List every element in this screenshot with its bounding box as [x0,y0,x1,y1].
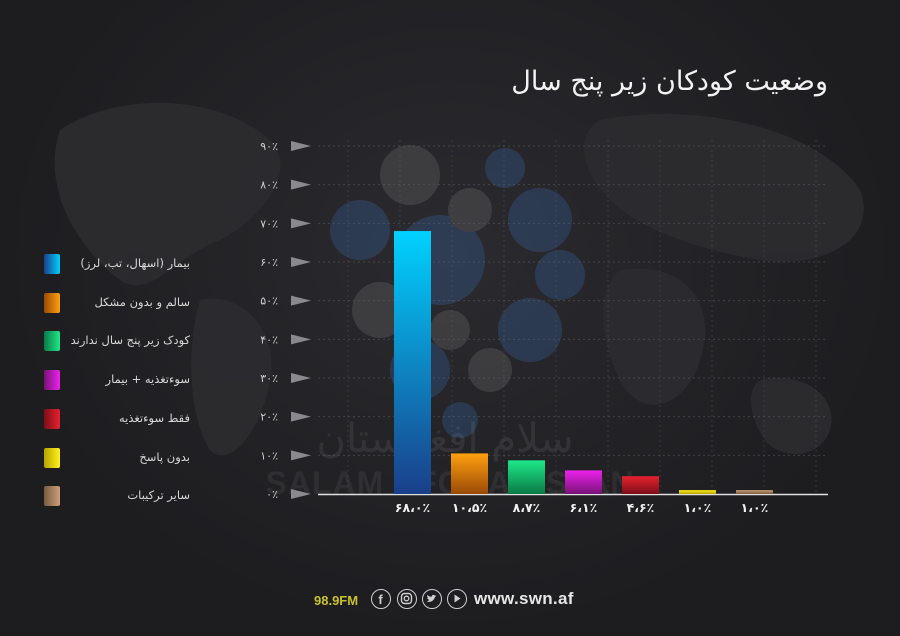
y-tick-label: ۲۰٪ [260,411,278,424]
y-tick-arrow [291,179,311,190]
legend-item: سالم و بدون مشکل [40,292,200,313]
y-tick-arrow [291,489,311,499]
bar [736,490,773,494]
facebook-icon[interactable]: f [371,589,391,609]
svg-text:f: f [378,592,383,607]
legend-label: بدون پاسخ [139,449,190,464]
legend-label: فقط سوءتغذیه [118,410,190,425]
legend-label: سالم و بدون مشکل [94,294,190,309]
website-link[interactable]: www.swn.af [474,589,574,608]
y-tick-label: ۹۰٪ [260,140,278,153]
bar [679,490,716,494]
legend-label: بیمار (اسهال، تب، لرز) [80,256,190,270]
y-tick-label: ۵۰٪ [260,295,278,308]
y-tick-label: ۸۰٪ [260,179,278,192]
data-label: ۴،۶٪ [627,500,655,515]
watermark-persian: سلام افغانستان [316,416,573,462]
data-label: ۱،۰٪ [684,500,712,515]
footer: 98.9FM f www.swn.af [0,588,900,612]
legend-item: فقط سوءتغذیه [40,408,200,429]
legend-label: سوءتغذیه + بیمار [105,372,190,387]
legend-item: بدون پاسخ [40,447,200,468]
legend-swatch [44,370,60,391]
y-tick-label: ۱۰٪ [260,449,278,462]
legend-item: بیمار (اسهال، تب، لرز) [40,254,200,274]
instagram-icon[interactable] [397,589,417,609]
bar [394,231,431,495]
legend-swatch [44,331,60,352]
y-tick-label: ۰٪ [266,488,278,501]
data-label: ۱۰،۵٪ [452,500,487,515]
legend-label: کودک زیر پنج سال ندارند [70,333,190,348]
twitter-icon[interactable] [422,589,442,609]
legend-swatch [44,254,60,274]
bar [622,476,659,494]
data-label: ۱،۰٪ [741,500,769,515]
y-tick-arrow [291,334,311,345]
y-tick-arrow [291,218,311,229]
legend-item: کودک زیر پنج سال ندارند [40,331,200,352]
y-tick-arrow [291,373,311,383]
legend-swatch [44,408,60,429]
bar [508,460,545,494]
y-tick-label: ۳۰٪ [260,372,278,385]
data-label: ۶،۱٪ [570,500,598,515]
y-tick-arrow [291,295,311,306]
y-tick-label: ۷۰٪ [260,217,278,230]
bar [565,470,602,494]
y-tick-label: ۴۰٪ [260,333,278,346]
legend-label: سایر ترکیبات [127,488,190,503]
legend-swatch [44,486,60,507]
bar [451,453,488,494]
data-label: ۶۸،۰٪ [395,500,430,515]
legend-swatch [44,447,60,468]
y-tick-arrow [291,411,311,422]
y-tick-arrow [291,257,311,267]
y-tick-arrow [291,450,311,461]
y-tick-label: ۶۰٪ [260,256,278,269]
chart-title: وضعیت کودکان زیر پنج سال [511,66,828,97]
y-tick-arrow [291,141,311,151]
legend-item: سایر ترکیبات [40,486,200,507]
legend-item: سوءتغذیه + بیمار [40,370,200,391]
radio-frequency: 98.9FM [314,593,359,608]
play-icon[interactable] [447,589,467,609]
data-label: ۸،۷٪ [513,500,541,515]
legend-swatch [44,292,60,313]
